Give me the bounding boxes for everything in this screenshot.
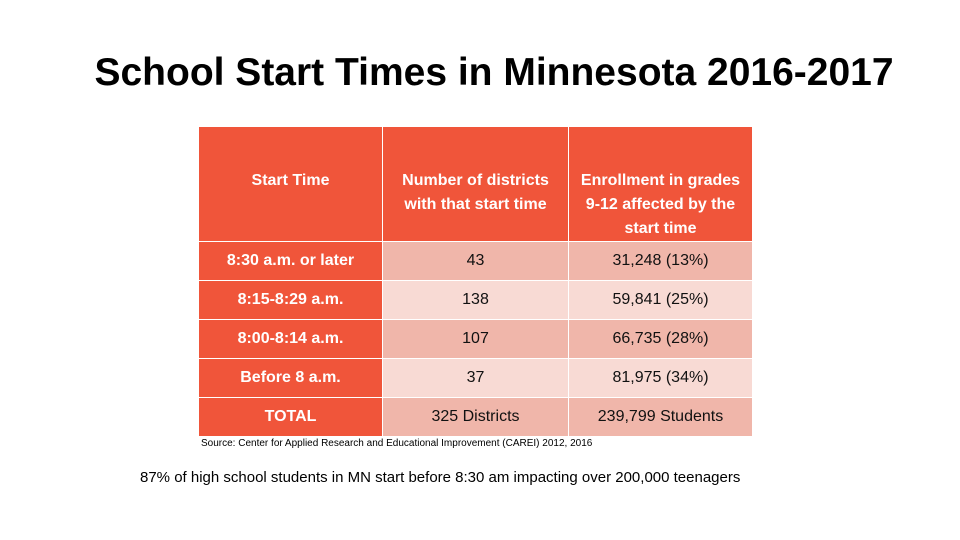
total-districts: 325 Districts (382, 397, 569, 437)
row-start-time: 8:15-8:29 a.m. (198, 280, 383, 320)
table-total-row: TOTAL 325 Districts 239,799 Students (198, 397, 753, 437)
header-districts: Number of districts with that start time (382, 126, 569, 242)
slide-title: School Start Times in Minnesota 2016-201… (94, 51, 894, 94)
total-label: TOTAL (198, 397, 383, 437)
row-districts: 43 (382, 241, 569, 281)
table-row: Before 8 a.m. 37 81,975 (34%) (198, 358, 753, 398)
row-districts: 37 (382, 358, 569, 398)
start-times-table: Start Time Number of districts with that… (198, 126, 753, 437)
table-row: 8:00-8:14 a.m. 107 66,735 (28%) (198, 319, 753, 359)
row-districts: 107 (382, 319, 569, 359)
row-enrollment: 81,975 (34%) (568, 358, 753, 398)
row-enrollment: 59,841 (25%) (568, 280, 753, 320)
row-start-time: 8:00-8:14 a.m. (198, 319, 383, 359)
footnote: 87% of high school students in MN start … (140, 469, 741, 486)
table-header-row: Start Time Number of districts with that… (198, 126, 753, 242)
row-enrollment: 31,248 (13%) (568, 241, 753, 281)
total-enrollment: 239,799 Students (568, 397, 753, 437)
row-districts: 138 (382, 280, 569, 320)
source-note: Source: Center for Applied Research and … (201, 438, 593, 449)
header-enrollment: Enrollment in grades 9-12 affected by th… (568, 126, 753, 242)
row-start-time: 8:30 a.m. or later (198, 241, 383, 281)
table-row: 8:15-8:29 a.m. 138 59,841 (25%) (198, 280, 753, 320)
header-start-time: Start Time (198, 126, 383, 242)
row-enrollment: 66,735 (28%) (568, 319, 753, 359)
table-row: 8:30 a.m. or later 43 31,248 (13%) (198, 241, 753, 281)
row-start-time: Before 8 a.m. (198, 358, 383, 398)
